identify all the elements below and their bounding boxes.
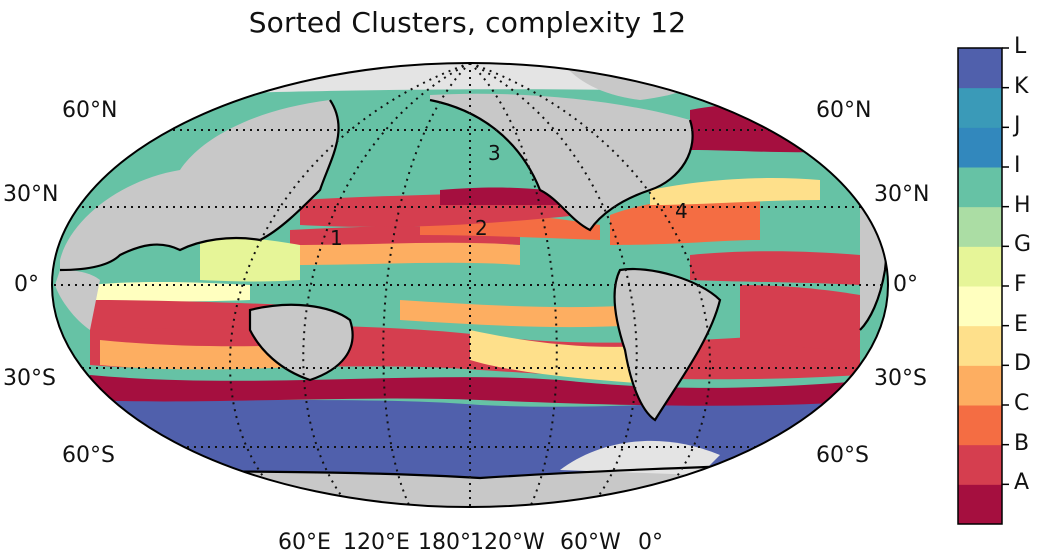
map-content: 1 2 3 4 [52, 63, 888, 507]
map-outline [51, 62, 889, 508]
colorbar-label-d: D [1014, 351, 1031, 377]
arctic-l-east [700, 75, 800, 100]
north-atlantic-c [610, 198, 760, 245]
chart-title: Sorted Clusters, complexity 12 [248, 6, 687, 39]
north-atlantic-e [650, 178, 820, 205]
pacific-south-d [400, 300, 640, 328]
annotation-3: 3 [488, 141, 501, 165]
graticule [52, 63, 888, 507]
pacific-south-e [470, 330, 660, 385]
lon-label-0: 0° [638, 530, 663, 555]
lon-label-120e: 120°E [343, 530, 410, 555]
africa-east-land [55, 270, 100, 330]
colorbar-segment-h [958, 206, 1002, 247]
colorbar [958, 47, 1009, 525]
colorbar-label-k: K [1014, 73, 1029, 99]
colorbar-label-f: F [1014, 272, 1027, 297]
colorbar-segment-b [958, 444, 1002, 485]
colorbar-segment-i [958, 167, 1002, 208]
lat-label-right-60n: 60°N [816, 98, 872, 123]
colorbar-label-a: A [1014, 470, 1030, 496]
indian-b [90, 300, 290, 330]
lat-label-left-0: 0° [14, 272, 39, 297]
indian-f [90, 281, 250, 302]
colorbar-label-b: B [1014, 430, 1030, 456]
colorbar-label-i: I [1014, 153, 1021, 178]
lon-label-60e: 60°E [278, 530, 331, 555]
colorbar-segment-f [958, 286, 1002, 327]
colorbar-segment-a [958, 484, 1002, 525]
lon-label-60w: 60°W [560, 530, 621, 555]
sea-ice-south [560, 440, 720, 475]
asia-land [60, 100, 339, 270]
colorbar-segment-d [958, 365, 1002, 406]
lon-label-120w: 120°W [470, 530, 545, 555]
colorbar-segment-g [958, 246, 1002, 287]
lat-label-right-60s: 60°S [816, 443, 869, 468]
colorbar-segment-k [958, 87, 1002, 128]
north-america-land [430, 93, 693, 230]
lat-label-left-30n: 30°N [3, 182, 59, 207]
lat-label-right-30s: 30°S [874, 366, 927, 391]
colorbar-segment-c [958, 405, 1002, 446]
colorbar-label-e: E [1014, 311, 1028, 337]
colorbar-label-l: L [1014, 34, 1027, 59]
lat-label-left-30s: 30°S [3, 366, 56, 391]
south-atlantic-b [740, 285, 860, 350]
maritime-continent-g [200, 237, 300, 282]
annotation-1: 1 [330, 226, 343, 250]
colorbar-label-c: C [1014, 391, 1030, 416]
colorbar-label-h: H [1014, 192, 1031, 218]
annotation-4: 4 [675, 199, 688, 223]
lat-label-right-0: 0° [893, 272, 918, 297]
lat-label-left-60n: 60°N [62, 98, 118, 123]
south-america-land [614, 269, 720, 420]
south-band-a [90, 375, 880, 406]
colorbar-segment-e [958, 325, 1002, 366]
north-equatorial-d [290, 241, 520, 265]
lat-label-left-60s: 60°S [62, 443, 115, 468]
colorbar-label-j: J [1014, 113, 1021, 139]
tropical-atlantic-b [690, 251, 860, 285]
colorbar-frame [957, 47, 1003, 525]
annotation-2: 2 [475, 216, 488, 240]
colorbar-segment-j [958, 127, 1002, 168]
lon-label-180: 180° [418, 530, 471, 555]
colorbar-label-g: G [1014, 232, 1032, 258]
colorbar-segment-l [958, 48, 1002, 89]
lat-label-right-30n: 30°N [874, 182, 930, 207]
